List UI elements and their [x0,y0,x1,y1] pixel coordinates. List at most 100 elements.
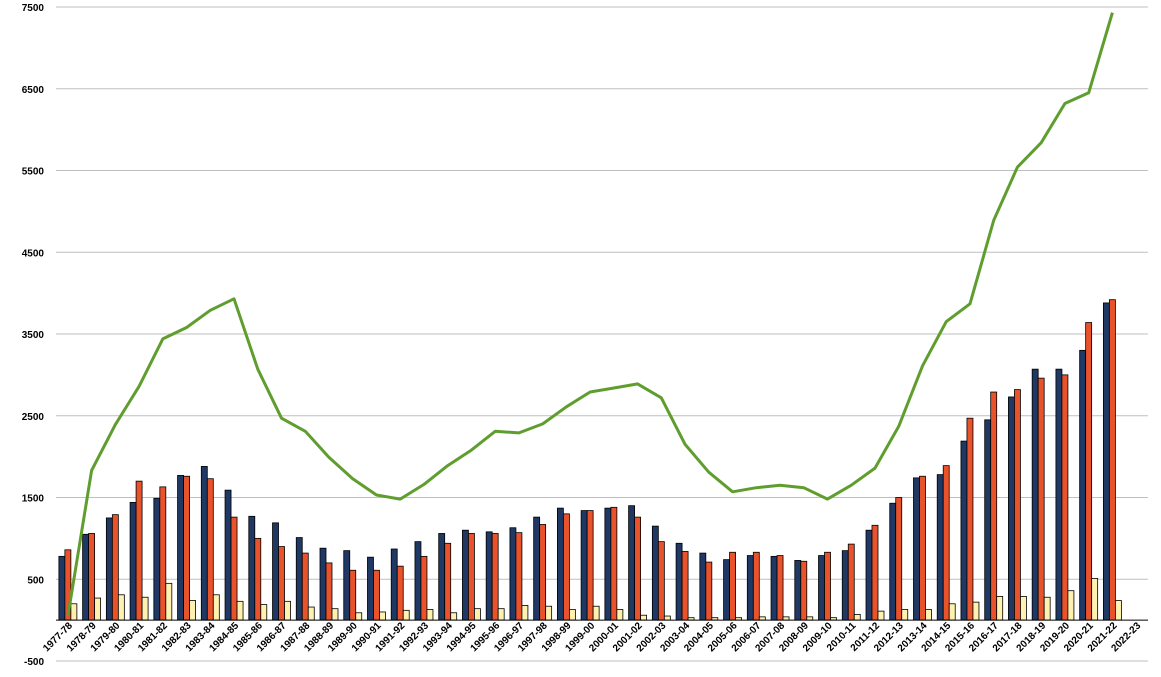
bar-2-2002-03 [663,615,671,621]
bar-0-2013-14 [913,477,920,621]
bar-1-1979-80 [111,514,119,621]
bar-0-1999-00 [580,510,588,621]
bar-0-1987-88 [295,537,303,621]
bar-1-1991-92 [396,565,404,621]
bar-0-2015-16 [960,440,968,621]
bar-0-2004-05 [699,552,707,621]
x-axis-tick-labels: 1977-781978-791979-801980-811981-821982-… [41,620,1143,654]
bar-1-1998-99 [562,513,570,621]
bar-2-2001-02 [640,614,648,621]
bar-1-2019-20 [1061,374,1069,621]
bar-0-1995-96 [485,531,493,621]
bar-0-2002-03 [651,525,659,621]
bar-1-1989-90 [349,569,357,621]
bar-2-2020-21 [1091,578,1099,621]
bar-2-1990-91 [379,611,386,621]
y-axis-tick-labels: -500 500 1500 2500 3500 4500 5500 6500 7500 [22,3,45,668]
y-tick-label: 7500 [22,3,45,14]
bar-2-1991-92 [402,609,410,621]
bar-2-1989-90 [355,612,363,621]
bar-0-2021-22 [1102,302,1110,621]
bar-0-1984-85 [224,489,232,621]
bar-2-1979-80 [117,594,125,621]
gridlines [56,6,1148,662]
bar-2-2015-16 [972,601,980,621]
bar-2-1988-89 [331,608,339,621]
bar-1-2003-04 [681,551,689,621]
bar-0-2018-19 [1031,368,1039,621]
y-tick-label: 5500 [22,167,45,178]
bar-0-1977-78 [58,555,66,621]
bar-0-1978-79 [82,533,90,621]
bar-0-1986-87 [272,522,279,621]
bar-0-1994-95 [462,529,469,621]
bar-2-1977-78 [70,603,78,621]
bar-0-2006-07 [746,555,754,621]
bar-2-2019-20 [1067,590,1075,621]
bar-0-1981-82 [153,497,161,621]
bar-2-1982-83 [189,600,196,621]
bar-2-2012-13 [901,609,909,621]
bar-1-2006-07 [752,551,760,621]
bar-1-1992-93 [420,555,428,621]
y-tick-label: 1500 [22,494,45,505]
bar-1-2008-09 [800,560,808,621]
bar-1-2010-11 [847,543,855,621]
bar-2-2010-11 [853,614,861,621]
bar-0-1985-86 [248,515,256,621]
bar-2-1998-99 [568,609,576,621]
bar-series [58,299,1122,621]
bar-2-1994-95 [474,608,481,621]
bar-1-2002-03 [657,541,665,621]
bar-2-1996-97 [521,605,529,621]
bar-1-2012-13 [895,497,903,621]
bar-1-1987-88 [301,552,309,621]
bar-0-2001-02 [628,505,636,621]
bar-1-1990-91 [373,569,380,621]
bar-1-2000-01 [610,506,618,621]
bar-0-2019-20 [1055,368,1063,621]
bar-1-1993-94 [444,542,452,621]
bar-1-2015-16 [966,417,974,621]
bar-0-2014-15 [936,474,944,621]
bar-1-1983-84 [206,478,214,621]
bar-2-1995-96 [497,608,505,621]
bar-2-2018-19 [1043,596,1051,621]
bar-0-2008-09 [794,560,802,621]
bar-1-2017-18 [1014,389,1021,621]
y-tick-label: 4500 [22,248,45,259]
bar-2-1993-94 [450,612,458,621]
bar-2-2016-17 [996,596,1004,621]
bar-2-1986-87 [284,600,291,621]
y-tick-label: 500 [27,575,44,586]
bar-0-1992-93 [414,541,422,621]
bar-2-1984-85 [236,600,244,621]
y-tick-label: -500 [24,657,44,668]
line-series [66,12,1114,617]
bar-2-1978-79 [94,597,102,621]
bar-0-2000-01 [604,507,612,621]
bar-2-1992-93 [426,609,434,621]
bar-2-1987-88 [307,606,315,621]
bar-0-2017-18 [1008,396,1015,621]
bar-2-2013-14 [925,609,932,621]
bar-1-1981-82 [159,486,167,621]
bar-1-2018-19 [1037,377,1045,621]
bar-1-1996-97 [515,532,523,621]
bar-2-2014-15 [948,603,956,621]
bar-1-2013-14 [919,475,926,621]
bar-1-1986-87 [278,546,285,621]
bar-1-2005-06 [729,551,736,621]
bar-1-1988-89 [325,562,333,621]
bar-0-2009-10 [818,555,825,621]
bar-1-1982-83 [183,475,190,621]
bar-1-2001-02 [634,516,642,621]
bar-0-1980-81 [129,502,137,621]
bar-1-2007-08 [776,555,784,621]
bar-0-1982-83 [177,475,184,621]
bar-1-2011-12 [871,524,879,621]
bar-0-1998-99 [556,507,564,621]
bar-2-1999-00 [592,605,600,621]
bar-0-2012-13 [889,502,897,621]
